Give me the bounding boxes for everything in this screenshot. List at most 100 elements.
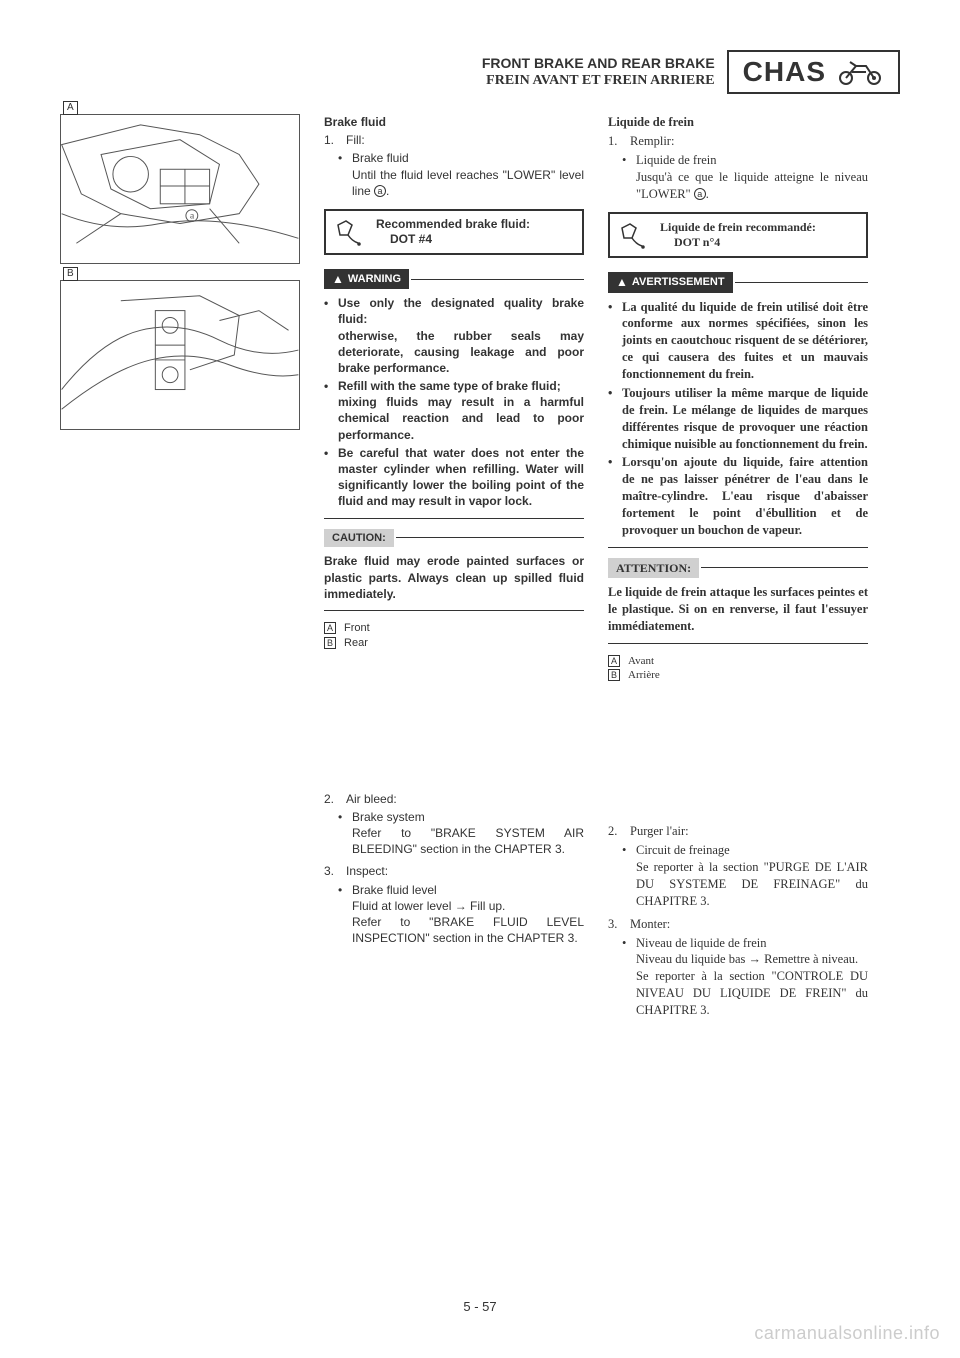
- step-desc: Jusqu'à ce que le liquide atteigne le ni…: [608, 169, 868, 203]
- fig-box-a: A: [324, 622, 336, 634]
- caution-text-en: Brake fluid may erode painted surfaces o…: [324, 553, 584, 602]
- motorcycle-icon: [836, 58, 884, 86]
- step-num: 1.: [324, 132, 346, 148]
- fig-row: A Front: [324, 621, 584, 636]
- diagram-a-label: A: [63, 101, 78, 115]
- warn-item: La qualité du liquide de frein utilisé d…: [608, 299, 868, 383]
- rule: [608, 643, 868, 644]
- warn-item: Be careful that water does not enter the…: [324, 445, 584, 510]
- step-num: 2.: [324, 791, 346, 807]
- page-number: 5 - 57: [0, 1299, 960, 1314]
- fig-a-text: Avant: [628, 654, 654, 669]
- rec-title: Recommended brake fluid:: [376, 217, 530, 232]
- fig-row: A Avant: [608, 654, 868, 669]
- chas-box: CHAS: [727, 50, 900, 94]
- diagram-b-label: B: [63, 267, 78, 281]
- fr-step1: 1.Remplir: Liquide de frein Jusqu'à ce q…: [608, 133, 868, 203]
- warning-triangle-icon: ▲: [332, 271, 344, 287]
- caution-line: [701, 567, 868, 568]
- step-label: Inspect:: [346, 864, 388, 878]
- pour-icon: [334, 217, 366, 247]
- step-desc: Until the fluid level reaches "LOWER" le…: [324, 167, 584, 199]
- step-num: 2.: [608, 823, 630, 840]
- heading-fr: Liquide de frein: [608, 114, 868, 131]
- en-step1: 1.Fill: Brake fluid Until the fluid leve…: [324, 132, 584, 199]
- warning-line: [735, 282, 868, 283]
- fig-box-a: A: [608, 655, 620, 667]
- step-desc: Fluid at lower level → Fill up.: [324, 898, 584, 914]
- fig-box-b: B: [608, 669, 620, 681]
- step-item: Brake fluid: [324, 150, 584, 166]
- heading-en: Brake fluid: [324, 114, 584, 130]
- warn-item: Lorsqu'on ajoute du liquide, faire atten…: [608, 454, 868, 538]
- pour-icon: [618, 220, 650, 250]
- watermark: carmanualsonline.info: [754, 1323, 940, 1344]
- recommended-box-en: Recommended brake fluid: DOT #4: [324, 209, 584, 255]
- step-num: 3.: [324, 863, 346, 879]
- warn-item-cont: otherwise, the rubber seals may deterior…: [324, 328, 584, 377]
- step-desc: Refer to "BRAKE FLUID LEVEL INSPECTION" …: [324, 914, 584, 946]
- en-step3: 3.Inspect: Brake fluid level Fluid at lo…: [324, 863, 584, 946]
- fig-labels-en: AFront BRear: [324, 621, 584, 651]
- step-num: 1.: [608, 133, 630, 150]
- french-column: Liquide de frein 1.Remplir: Liquide de f…: [608, 114, 868, 1025]
- caution-label: ATTENTION:: [608, 558, 699, 578]
- en-step2: 2.Air bleed: Brake system Refer to "BRAK…: [324, 791, 584, 858]
- chas-label: CHAS: [743, 56, 826, 88]
- warning-bar-en: ▲WARNING: [324, 269, 584, 289]
- lower-section-fr: 2.Purger l'air: Circuit de freinage Se r…: [608, 823, 868, 1019]
- fr-step3: 3.Monter: Niveau de liquide de frein Niv…: [608, 916, 868, 1019]
- title-en: FRONT BRAKE AND REAR BRAKE: [482, 54, 715, 72]
- rec-text: Recommended brake fluid: DOT #4: [376, 217, 530, 247]
- caution-text-fr: Le liquide de frein attaque les surfaces…: [608, 584, 868, 635]
- step-label: Fill:: [346, 133, 365, 147]
- svg-text:a: a: [190, 211, 195, 222]
- warn-item: Use only the designated quality brake fl…: [324, 295, 584, 327]
- warning-bar-fr: ▲AVERTISSEMENT: [608, 272, 868, 292]
- rec-text: Liquide de frein recommandé: DOT n°4: [660, 220, 816, 250]
- fig-a-text: Front: [344, 621, 370, 636]
- english-column: Brake fluid 1.Fill: Brake fluid Until th…: [324, 114, 584, 1025]
- step-desc: Refer to "BRAKE SYSTEM AIR BLEEDING" sec…: [324, 825, 584, 857]
- warn-item: Toujours utiliser la même marque de liqu…: [608, 385, 868, 453]
- rec-value: DOT #4: [376, 232, 530, 247]
- warn-item: Refill with the same type of brake fluid…: [324, 378, 584, 394]
- step-label: Purger l'air:: [630, 824, 689, 838]
- step-item: Brake fluid level: [324, 882, 584, 898]
- step-item: Circuit de freinage: [608, 842, 868, 859]
- diagram-column: A a B: [60, 114, 300, 1025]
- caution-bar-fr: ATTENTION:: [608, 558, 868, 578]
- header-titles: FRONT BRAKE AND REAR BRAKE FREIN AVANT E…: [482, 54, 715, 90]
- step-desc: Se reporter à la section "PURGE DE L'AIR…: [608, 859, 868, 910]
- title-fr: FREIN AVANT ET FREIN ARRIERE: [482, 72, 715, 90]
- step-label: Monter:: [630, 917, 670, 931]
- rule: [324, 610, 584, 611]
- step-desc: Niveau du liquide bas → Remettre à nivea…: [608, 951, 868, 968]
- fig-labels-fr: A Avant B Arrière: [608, 654, 868, 684]
- recommended-box-fr: Liquide de frein recommandé: DOT n°4: [608, 212, 868, 258]
- step-item: Niveau de liquide de frein: [608, 935, 868, 952]
- warning-body-fr: La qualité du liquide de frein utilisé d…: [608, 299, 868, 539]
- step-item: Liquide de frein: [608, 152, 868, 169]
- step-desc: Se reporter à la section "CONTROLE DU NI…: [608, 968, 868, 1019]
- fr-step2: 2.Purger l'air: Circuit de freinage Se r…: [608, 823, 868, 909]
- fig-b-text: Arrière: [628, 668, 660, 683]
- warn-item-cont: mixing fluids may result in a harmful ch…: [324, 394, 584, 443]
- warning-label: ▲WARNING: [324, 269, 409, 289]
- warning-line: [411, 279, 584, 280]
- content-columns: A a B: [60, 114, 900, 1025]
- diagram-b: B: [60, 280, 300, 430]
- caution-line: [396, 537, 584, 538]
- rec-title: Liquide de frein recommandé:: [660, 220, 816, 235]
- warning-label: ▲AVERTISSEMENT: [608, 272, 733, 292]
- fig-box-b: B: [324, 637, 336, 649]
- step-num: 3.: [608, 916, 630, 933]
- step-item: Brake system: [324, 809, 584, 825]
- warning-triangle-icon: ▲: [616, 274, 628, 290]
- page-header: FRONT BRAKE AND REAR BRAKE FREIN AVANT E…: [60, 50, 900, 94]
- rule: [324, 518, 584, 519]
- diagram-a: A a: [60, 114, 300, 264]
- fig-row: B Arrière: [608, 668, 868, 683]
- warning-body-en: Use only the designated quality brake fl…: [324, 295, 584, 509]
- step-label: Air bleed:: [346, 792, 397, 806]
